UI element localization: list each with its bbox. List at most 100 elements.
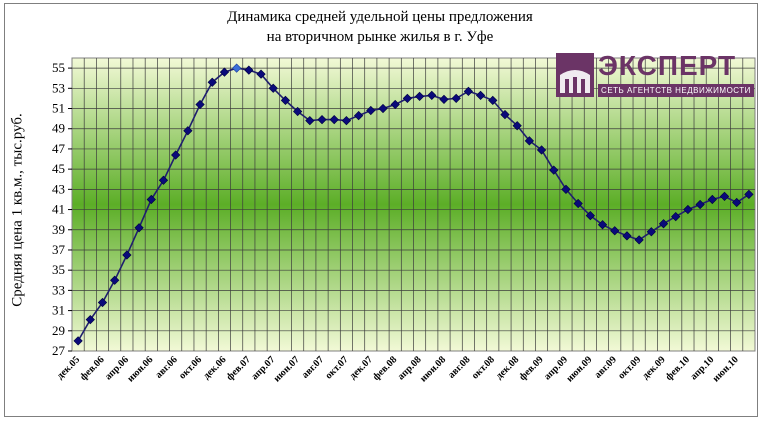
- data-point: [268, 83, 278, 93]
- data-point: [293, 106, 303, 117]
- x-tick-label: авг.07: [300, 354, 326, 380]
- y-axis-ticks: 27 29 31 33 35 37 39 41 43 45 47 49 51 53 55: [52, 60, 72, 358]
- x-tick-label: авг.08: [446, 354, 472, 380]
- x-tick-label: дек.06: [201, 354, 228, 381]
- x-tick-label: фев.07: [224, 354, 252, 382]
- x-tick-label: дек.07: [348, 354, 375, 381]
- y-tick-label: 51: [52, 101, 65, 116]
- data-point: [585, 210, 595, 221]
- data-point: [732, 197, 742, 208]
- x-axis-ticks: дек.05фев.06апр.06июн.06авг.06окт.06дек.…: [55, 354, 741, 384]
- data-point: [158, 175, 169, 185]
- data-point: [73, 336, 83, 346]
- data-point: [219, 67, 230, 77]
- data-point: [122, 250, 132, 260]
- y-tick-label: 29: [52, 323, 65, 338]
- x-tick-label: фев.06: [78, 354, 106, 382]
- x-tick-label: окт.09: [616, 354, 643, 381]
- y-tick-label: 53: [52, 80, 65, 95]
- data-point: [500, 109, 510, 120]
- data-point: [488, 95, 498, 106]
- data-point: [146, 194, 156, 205]
- y-tick-label: 47: [52, 141, 66, 156]
- data-point: [610, 226, 620, 236]
- vertical-grid: [83, 58, 744, 351]
- data-point: [183, 126, 193, 136]
- x-tick-label: дек.09: [640, 354, 667, 381]
- x-tick-label: фев.10: [664, 354, 692, 382]
- data-point: [134, 223, 144, 233]
- chart-title-line1: Динамика средней удельной цены предложен…: [227, 9, 533, 25]
- y-tick-label: 43: [52, 181, 65, 196]
- y-tick-label: 49: [52, 121, 65, 136]
- data-point: [549, 165, 559, 175]
- data-point: [110, 275, 120, 285]
- data-point: [97, 297, 108, 308]
- data-point: [451, 93, 461, 104]
- data-point: [573, 198, 583, 209]
- data-point: [317, 115, 327, 125]
- data-point: [414, 91, 425, 102]
- data-point: [683, 204, 693, 215]
- data-point-highlight: [232, 63, 242, 73]
- chart-title-line2: на вторичном рынке жилья в г. Уфе: [266, 29, 494, 45]
- data-point: [622, 231, 632, 241]
- x-tick-label: дек.05: [55, 354, 82, 381]
- logo-subtitle: СЕТЬ АГЕНТСТВ НЕДВИЖИМОСТИ: [598, 84, 754, 97]
- data-point: [402, 93, 413, 104]
- data-point: [341, 116, 352, 126]
- y-tick-label: 35: [52, 262, 65, 277]
- y-tick-label: 27: [52, 343, 66, 358]
- x-tick-label: июн.06: [125, 354, 155, 384]
- y-tick-label: 33: [52, 282, 65, 297]
- data-point: [280, 95, 291, 106]
- data-point: [634, 235, 644, 245]
- x-tick-label: авг.09: [592, 354, 618, 380]
- expert-logo: ЭКСПЕРТ СЕТЬ АГЕНТСТВ НЕДВИЖИМОСТИ: [556, 50, 754, 99]
- data-point: [171, 150, 181, 160]
- data-point: [524, 136, 534, 146]
- data-point: [439, 94, 449, 105]
- x-tick-label: окт.07: [323, 354, 350, 381]
- x-tick-label: июн.07: [272, 354, 302, 384]
- data-point: [561, 184, 571, 194]
- data-point: [390, 99, 400, 110]
- data-point: [305, 116, 315, 126]
- data-point: [353, 110, 364, 121]
- data-point: [536, 145, 547, 155]
- data-point: [646, 227, 656, 237]
- data-point: [658, 219, 669, 229]
- chart-title: Динамика средней удельной цены предложен…: [90, 7, 670, 47]
- x-tick-label: дек.08: [494, 354, 521, 381]
- data-point: [597, 220, 608, 230]
- series-markers: [73, 63, 754, 346]
- logo-wordmark: ЭКСПЕРТ: [598, 50, 737, 81]
- x-tick-label: фев.08: [371, 354, 399, 382]
- data-point: [707, 194, 717, 205]
- y-tick-label: 41: [52, 202, 65, 217]
- data-point: [244, 65, 254, 75]
- data-point: [256, 69, 266, 79]
- y-tick-label: 55: [52, 60, 65, 75]
- data-point: [207, 77, 217, 87]
- logo-building-icon: [556, 53, 594, 97]
- x-tick-label: окт.08: [470, 354, 497, 381]
- x-tick-label: фев.09: [517, 354, 545, 382]
- data-point: [695, 199, 705, 210]
- data-point: [378, 103, 388, 114]
- x-tick-label: июн.09: [564, 354, 594, 384]
- data-point: [85, 315, 95, 325]
- x-tick-label: июн.08: [418, 354, 448, 384]
- data-point: [719, 191, 730, 202]
- data-point: [366, 105, 376, 116]
- y-tick-label: 37: [52, 242, 66, 257]
- data-point: [475, 90, 486, 101]
- y-tick-label: 31: [52, 303, 65, 318]
- y-tick-label: 39: [52, 222, 65, 237]
- x-tick-label: июн.10: [711, 354, 741, 384]
- data-point: [744, 189, 754, 200]
- y-tick-label: 45: [52, 161, 65, 176]
- data-point: [463, 86, 474, 96]
- data-point: [671, 211, 681, 222]
